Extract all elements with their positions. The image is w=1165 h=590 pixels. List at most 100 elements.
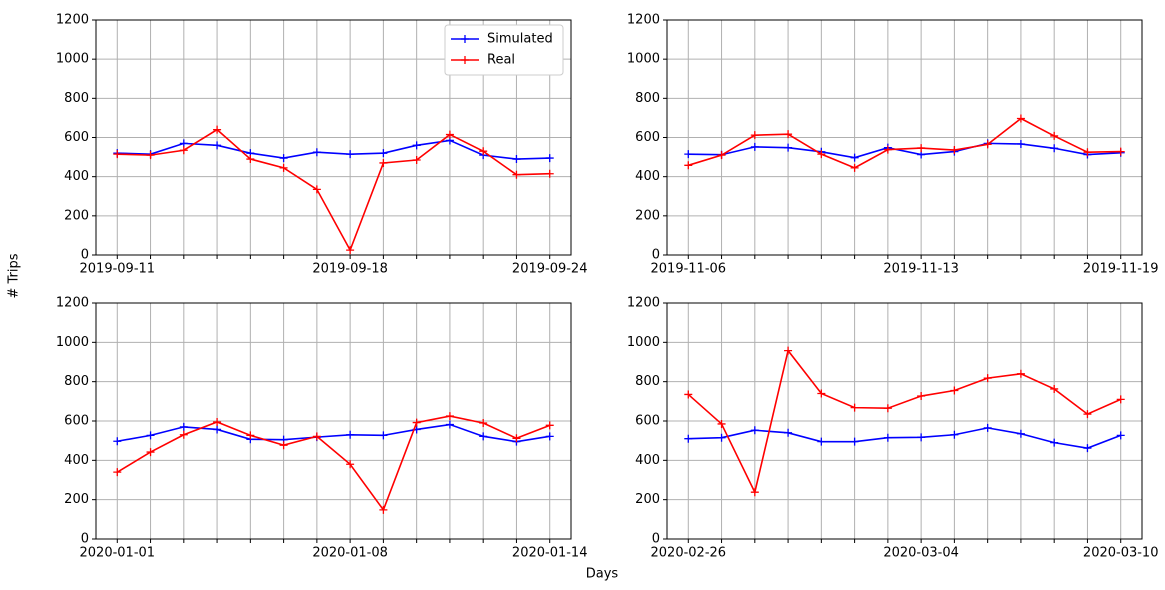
point-marker xyxy=(983,140,992,149)
point-marker xyxy=(1016,139,1025,148)
y-tick-label: 1000 xyxy=(627,335,660,350)
point-marker xyxy=(113,468,122,477)
point-marker xyxy=(512,155,521,164)
point-marker xyxy=(950,430,959,439)
point-marker xyxy=(346,150,355,159)
series-line xyxy=(688,142,1121,159)
legend-label: Simulated xyxy=(487,32,553,47)
x-tick-label: 2020-03-04 xyxy=(883,546,959,561)
point-marker xyxy=(717,151,726,160)
x-tick-label: 2020-02-26 xyxy=(651,546,727,561)
point-marker xyxy=(146,448,155,457)
point-marker xyxy=(684,161,693,170)
y-tick-label: 200 xyxy=(635,492,660,507)
point-marker xyxy=(545,421,554,430)
legend-box xyxy=(444,24,564,76)
x-tick-label: 2020-03-10 xyxy=(1083,546,1159,561)
point-marker xyxy=(784,428,793,437)
series-line xyxy=(117,423,550,443)
point-marker xyxy=(1050,144,1059,153)
y-tick-label: 1200 xyxy=(56,13,89,28)
point-marker xyxy=(850,403,859,412)
y-tick-label: 1000 xyxy=(56,52,89,67)
point-marker xyxy=(950,386,959,395)
point-marker xyxy=(784,130,793,139)
point-marker xyxy=(445,412,454,421)
series-line xyxy=(117,139,550,160)
point-marker xyxy=(983,374,992,383)
point-marker xyxy=(545,154,554,163)
point-marker xyxy=(113,437,122,446)
point-marker xyxy=(850,163,859,172)
y-tick-label: 400 xyxy=(64,169,89,184)
series-line xyxy=(688,427,1121,449)
point-marker xyxy=(850,437,859,446)
point-marker xyxy=(1016,114,1025,123)
point-marker xyxy=(246,155,255,164)
plot-frame xyxy=(95,302,572,540)
x-tick-label: 2020-01-01 xyxy=(80,546,156,561)
point-marker xyxy=(717,419,726,428)
point-marker xyxy=(146,151,155,160)
point-marker xyxy=(213,141,222,150)
y-tick-label: 800 xyxy=(635,374,660,389)
x-tick-label: 2019-11-13 xyxy=(883,262,959,277)
point-marker xyxy=(684,434,693,443)
y-tick-label: 200 xyxy=(635,208,660,223)
point-marker xyxy=(1050,131,1059,140)
point-marker xyxy=(817,437,826,446)
x-axis-label: Days xyxy=(586,567,619,582)
point-marker xyxy=(684,150,693,159)
series-line xyxy=(117,128,550,253)
plot-frame xyxy=(666,302,1143,540)
point-marker xyxy=(379,149,388,158)
y-tick-label: 1000 xyxy=(627,52,660,67)
point-marker xyxy=(545,169,554,178)
point-marker xyxy=(1116,395,1125,404)
point-marker xyxy=(1083,410,1092,419)
y-tick-label: 800 xyxy=(64,91,89,106)
point-marker xyxy=(379,505,388,514)
point-marker xyxy=(445,420,454,429)
y-tick-label: 1200 xyxy=(56,296,89,311)
point-marker xyxy=(512,434,521,443)
point-marker xyxy=(279,163,288,172)
point-marker xyxy=(312,148,321,157)
y-tick-label: 200 xyxy=(64,208,89,223)
point-marker xyxy=(1050,438,1059,447)
y-tick-label: 1000 xyxy=(56,335,89,350)
y-axis-label: # Trips xyxy=(7,253,22,298)
y-tick-label: 0 xyxy=(81,248,89,263)
point-marker xyxy=(379,158,388,167)
y-tick-label: 0 xyxy=(652,248,660,263)
point-marker xyxy=(346,430,355,439)
x-tick-label: 2019-09-24 xyxy=(512,262,588,277)
point-marker xyxy=(750,488,759,497)
plot-frame xyxy=(95,19,572,256)
point-marker xyxy=(784,143,793,152)
point-marker xyxy=(717,433,726,442)
y-tick-label: 1200 xyxy=(627,296,660,311)
point-marker xyxy=(346,246,355,255)
point-marker xyxy=(1016,429,1025,438)
point-marker xyxy=(113,150,122,159)
point-marker xyxy=(246,431,255,440)
x-tick-label: 2019-11-19 xyxy=(1083,262,1159,277)
plot-frame xyxy=(666,19,1143,256)
point-marker xyxy=(917,392,926,401)
subplot: 0 200 400 600 800 1000 1200 2020-01-01 2020-01-0… xyxy=(56,296,588,561)
point-marker xyxy=(279,154,288,163)
point-marker xyxy=(1116,147,1125,156)
point-marker xyxy=(883,433,892,442)
point-marker xyxy=(545,432,554,441)
point-marker xyxy=(850,153,859,162)
point-marker xyxy=(479,432,488,441)
y-tick-label: 400 xyxy=(635,169,660,184)
point-marker xyxy=(213,417,222,426)
point-marker xyxy=(412,141,421,150)
y-tick-label: 400 xyxy=(635,453,660,468)
y-tick-label: 1200 xyxy=(627,13,660,28)
point-marker xyxy=(1016,369,1025,378)
point-marker xyxy=(750,142,759,151)
